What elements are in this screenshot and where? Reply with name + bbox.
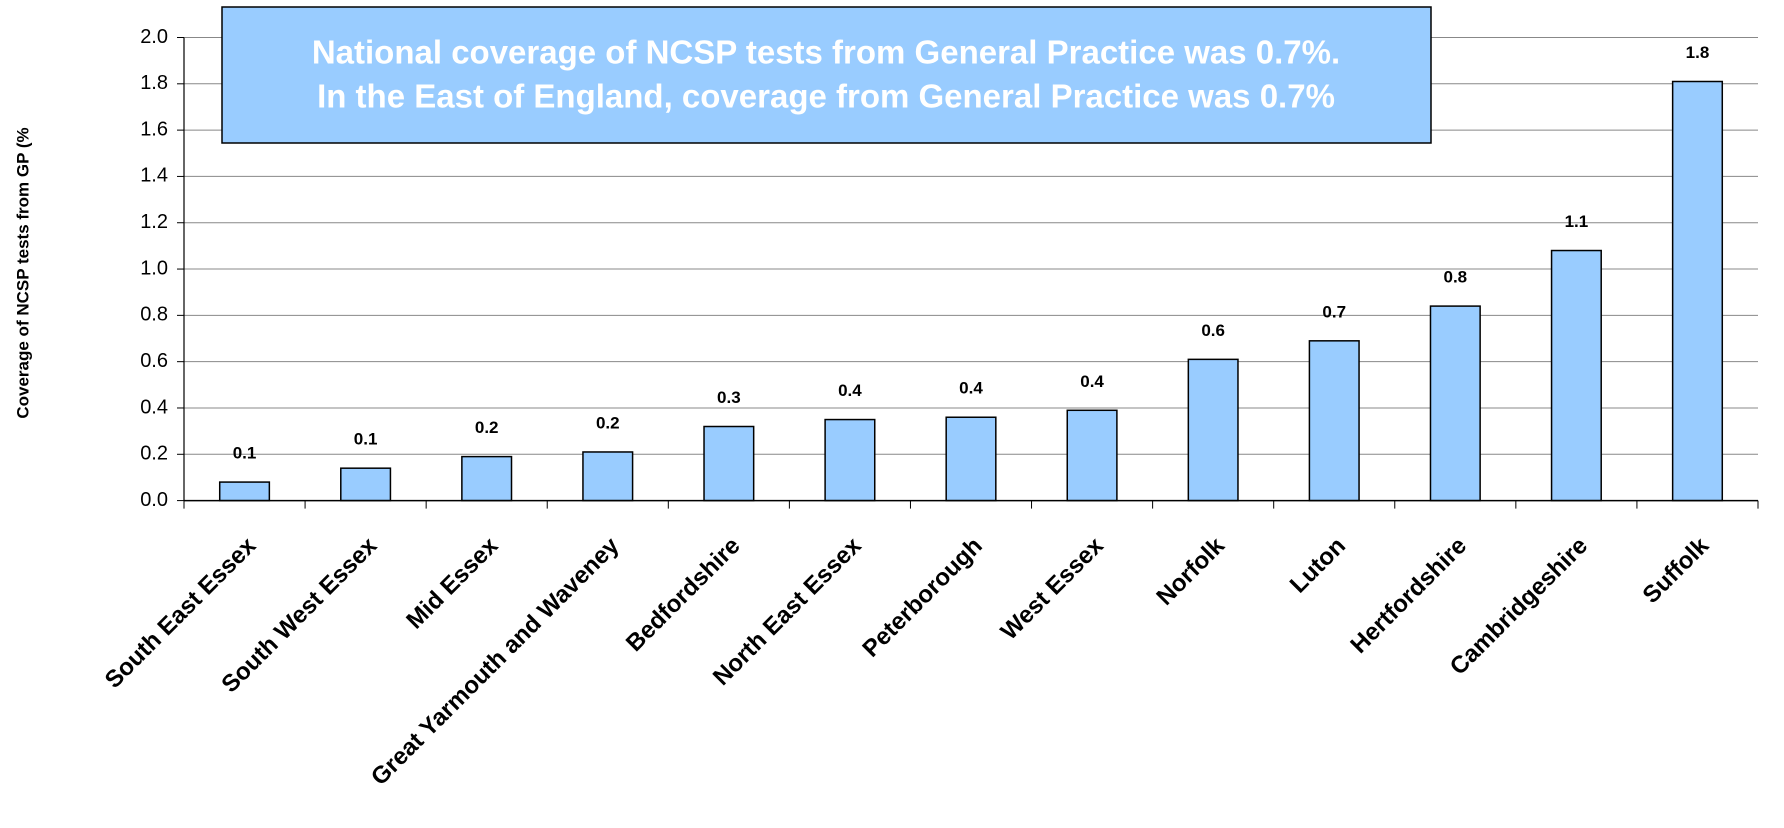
value-label: 0.3 [717,388,741,407]
value-label: 0.4 [959,379,983,398]
y-tick-label: 1.4 [140,165,168,187]
x-tick-label: West Essex [996,532,1110,646]
y-tick-label: 0.2 [140,443,168,465]
bar [340,467,392,502]
y-tick-label: 0.4 [140,396,168,418]
bar [945,416,997,502]
annotation-text: In the East of England, coverage from Ge… [317,78,1335,115]
value-label: 0.7 [1322,302,1346,321]
x-tick-label: Great Yarmouth and Waveney [366,532,625,791]
value-label: 0.8 [1443,268,1467,287]
bar [582,451,634,502]
bar [1429,305,1481,502]
bar [1187,358,1239,502]
x-tick-label: Bedfordshire [621,532,746,657]
annotation-box [221,6,1432,144]
value-label: 1.8 [1686,43,1710,62]
annotation-text: National coverage of NCSP tests from Gen… [312,34,1340,71]
bar [461,455,513,502]
value-label: 0.6 [1201,321,1225,340]
y-tick-label: 0.6 [140,350,168,372]
value-label: 0.1 [354,430,378,449]
x-tick-label: Norfolk [1151,532,1230,611]
bar [218,481,271,502]
y-tick-label: 1.0 [140,257,168,279]
y-axis-label: Coverage of NCSP tests from GP (% [13,127,32,418]
y-tick-label: 0.0 [140,489,168,511]
value-label: 0.4 [1080,372,1104,391]
x-tick-label: Luton [1285,532,1351,598]
y-tick-label: 1.8 [140,72,168,94]
bar [1066,409,1118,502]
y-tick-label: 1.6 [140,118,168,140]
value-label: 0.1 [233,444,257,463]
bar [1671,80,1724,502]
bar [1308,340,1360,502]
x-tick-label: Peterborough [857,532,987,662]
value-label: 0.2 [596,413,620,432]
value-label: 0.2 [475,418,499,437]
bar [824,418,876,502]
value-label: 0.4 [838,381,862,400]
x-tick-label: Suffolk [1638,532,1715,609]
y-tick-label: 2.0 [140,26,168,48]
bar [703,425,755,502]
y-tick-label: 1.2 [140,211,168,233]
y-tick-label: 0.8 [140,304,168,326]
x-tick-label: Mid Essex [401,532,504,635]
x-tick-label: Hertfordshire [1345,532,1472,659]
value-label: 1.1 [1565,212,1589,231]
bar [1550,249,1602,502]
